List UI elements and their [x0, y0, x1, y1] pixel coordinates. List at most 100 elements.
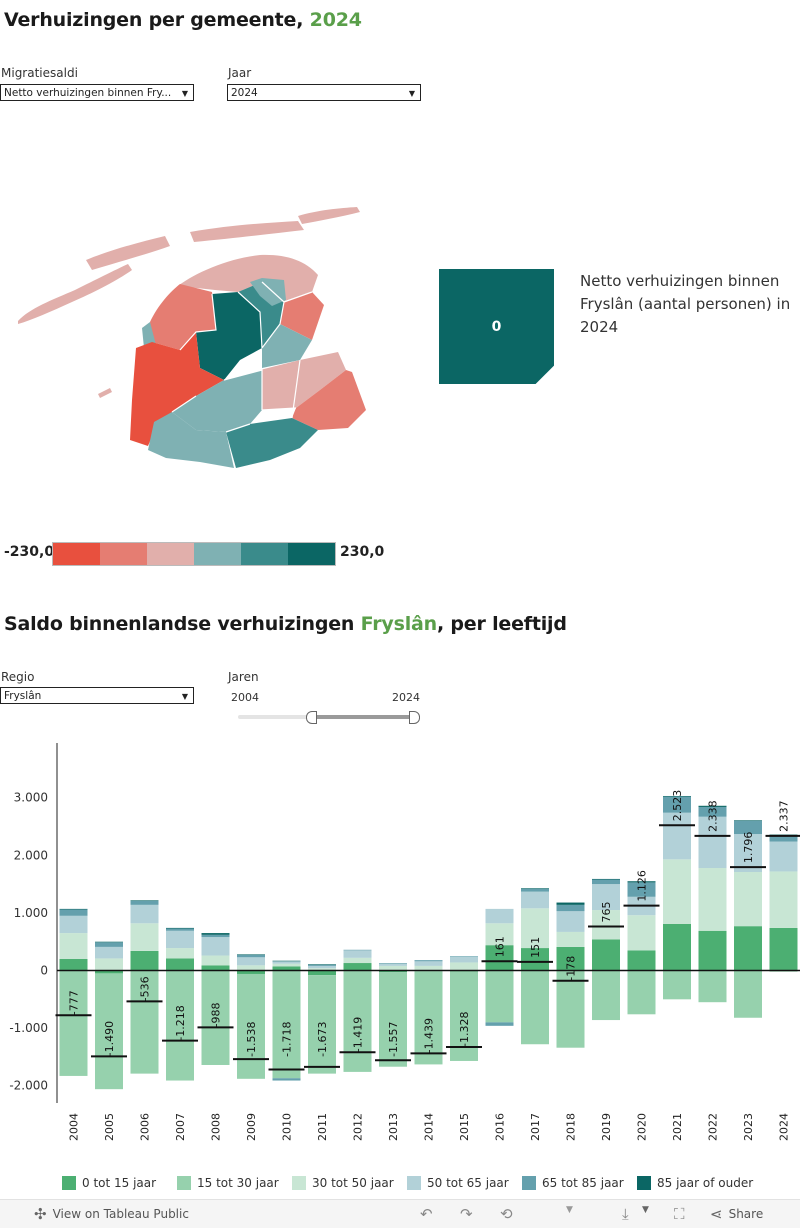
municipality-achtkarspelen[interactable] [280, 292, 324, 340]
municipality-leeuwarden[interactable] [196, 292, 262, 380]
redo-icon[interactable]: ↷ [460, 1205, 473, 1223]
x-tick-label: 2019 [600, 1113, 613, 1141]
legend-item[interactable]: 15 tot 30 jaar [177, 1176, 292, 1190]
bar-segment [592, 910, 620, 940]
y-tick-label: 3.000 [14, 791, 48, 805]
municipality-tytsjerksteradiel[interactable] [250, 278, 286, 306]
view-on-tableau-button[interactable]: ✣ View on Tableau Public [34, 1205, 189, 1223]
bar-segment [59, 915, 88, 934]
map-section-title: Verhuizingen per gemeente, 2024 [4, 9, 362, 31]
more-chevron-icon[interactable]: ▼ [566, 1205, 573, 1215]
municipality-small-island[interactable] [98, 388, 112, 398]
municipality-sudwest-fryslan[interactable] [130, 332, 224, 446]
share-label: Share [728, 1207, 764, 1221]
bar-segment [592, 878, 620, 880]
bar-segment [379, 972, 407, 1067]
bar-segment [592, 884, 620, 911]
view-on-tableau-label: View on Tableau Public [52, 1207, 189, 1221]
legend-swatch [177, 1176, 191, 1190]
slider-handle-start[interactable] [306, 711, 317, 724]
download-icon[interactable]: ⤓ [622, 1205, 629, 1223]
fullscreen-icon[interactable]: ⛶ [674, 1205, 685, 1223]
municipality-smallingerland[interactable] [262, 324, 312, 368]
municipality-heerenveen[interactable] [148, 412, 234, 468]
bar-segment [698, 867, 727, 931]
bar-segment [130, 904, 159, 924]
y-tick-label: -2.000 [9, 1079, 48, 1093]
legend-item[interactable]: 85 jaar of ouder [637, 1176, 757, 1190]
bar-segment [308, 964, 336, 966]
bar-segment [343, 950, 372, 958]
bar-segment [166, 958, 194, 971]
x-tick-label: 2009 [245, 1113, 258, 1141]
municipality-terschelling[interactable] [86, 236, 170, 270]
bar-segment [130, 923, 159, 951]
bar-segment [521, 970, 549, 1045]
color-legend-max: 230,0 [340, 544, 385, 560]
municipality-vlieland[interactable] [18, 264, 132, 324]
municipality-schiermonnikoog[interactable] [298, 207, 360, 224]
bar-segment [308, 975, 336, 1074]
bar-segment [521, 891, 549, 909]
bar-segment [521, 888, 549, 889]
bar-segment [627, 881, 656, 883]
bar-segment [237, 954, 265, 955]
legend-item[interactable]: 65 tot 85 jaar [522, 1176, 637, 1190]
municipality-waadhoeke[interactable] [150, 284, 216, 350]
year-slider-range [311, 715, 415, 719]
total-data-label: -1.439 [423, 1018, 436, 1053]
revert-icon[interactable]: ⟲ [500, 1205, 513, 1223]
bar-segment [59, 908, 88, 910]
legend-label: 65 tot 85 jaar [542, 1176, 624, 1190]
x-tick-label: 2006 [139, 1113, 152, 1141]
total-data-label: -178 [565, 956, 578, 981]
x-tick-label: 2020 [636, 1113, 649, 1141]
migratiesaldi-dropdown[interactable]: Netto verhuizingen binnen Fry... ▼ [0, 84, 194, 101]
bar-segment [485, 923, 514, 946]
download-chevron-icon[interactable]: ▼ [642, 1205, 649, 1215]
bar-segment [769, 835, 798, 842]
bar-segment [698, 805, 727, 807]
bar-segment [343, 949, 372, 951]
tableau-logo-icon: ✣ [34, 1205, 47, 1223]
bar-segment [698, 806, 727, 817]
tableau-toolbar: ✣ View on Tableau Public ↶ ↷ ⟲ ▼ ⤓ ▼ ⛶ ⋖… [0, 1199, 800, 1228]
municipality-weststellingwerf[interactable] [226, 418, 318, 468]
municipality-opsterland[interactable] [260, 352, 346, 410]
bar-segment [95, 946, 123, 959]
x-tick-label: 2013 [387, 1113, 400, 1141]
municipality-ameland[interactable] [190, 221, 304, 242]
bar-segment [556, 902, 585, 905]
jaar-dropdown[interactable]: 2024 ▼ [227, 84, 421, 101]
x-tick-label: 2004 [68, 1113, 81, 1141]
bar-segment [521, 888, 549, 892]
chart-title-text: Saldo binnenlandse verhuizingen [4, 613, 361, 635]
bar-segment [592, 879, 620, 885]
x-tick-label: 2014 [423, 1113, 436, 1141]
legend-swatch [62, 1176, 76, 1190]
municipality-harlingen[interactable] [142, 322, 156, 348]
bar-segment [556, 970, 585, 1048]
municipality-de-fryske-marren[interactable] [172, 370, 262, 432]
undo-icon[interactable]: ↶ [420, 1205, 433, 1223]
slider-handle-end[interactable] [409, 711, 420, 724]
bar-segment [450, 956, 478, 963]
legend-item[interactable]: 50 tot 65 jaar [407, 1176, 522, 1190]
bar-segment [237, 965, 265, 971]
bar-segment [272, 963, 301, 967]
bar-segment [521, 948, 549, 971]
share-button[interactable]: ⋖ Share [710, 1205, 763, 1223]
legend-label: 30 tot 50 jaar [312, 1176, 394, 1190]
regio-dropdown[interactable]: Fryslân ▼ [0, 687, 194, 704]
legend-swatch [407, 1176, 421, 1190]
bar-segment [237, 957, 265, 966]
municipality-ooststellingwerf[interactable] [292, 370, 366, 430]
legend-item[interactable]: 30 tot 50 jaar [292, 1176, 407, 1190]
bar-segment [272, 960, 301, 962]
total-data-label: 2.337 [778, 800, 791, 832]
color-legend-swatch [241, 543, 288, 565]
legend-swatch [637, 1176, 651, 1190]
bar-segment [663, 923, 691, 971]
legend-item[interactable]: 0 tot 15 jaar [62, 1176, 177, 1190]
bar-segment [308, 964, 336, 965]
